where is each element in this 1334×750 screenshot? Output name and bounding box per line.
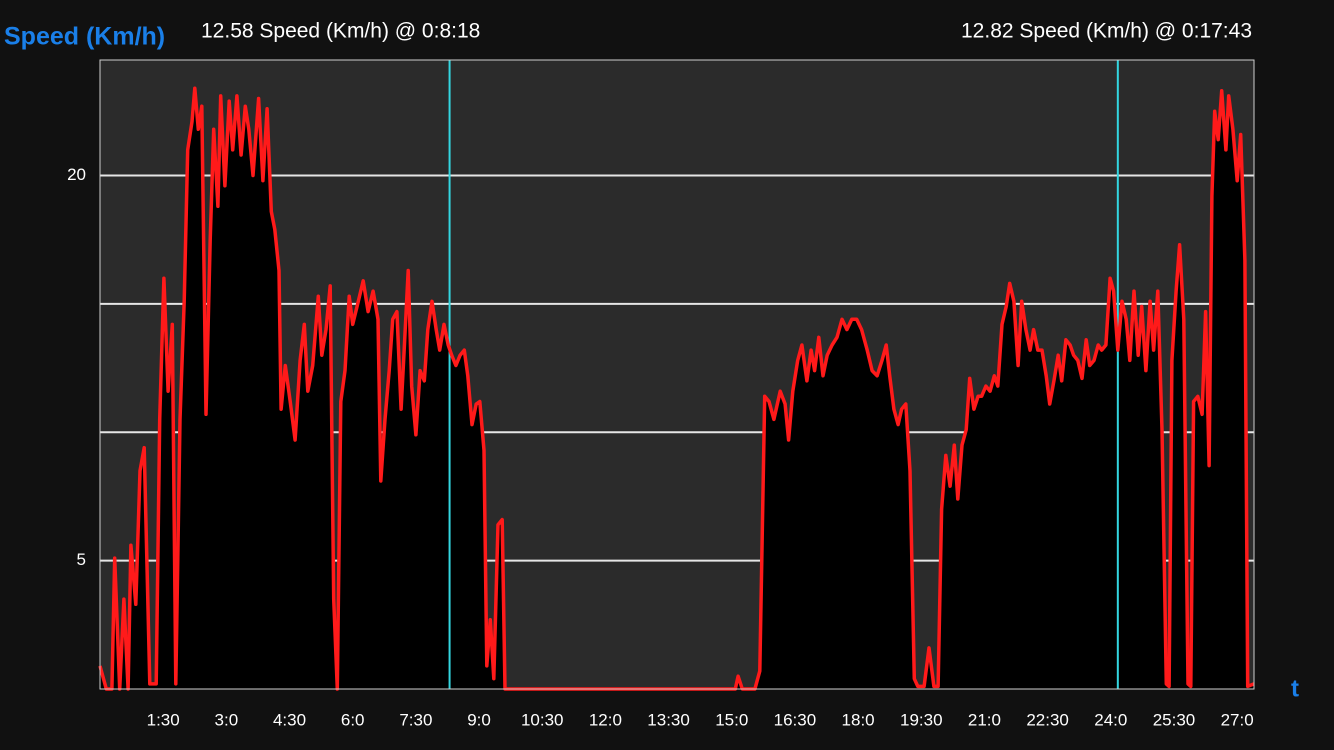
x-axis-label: t — [1291, 675, 1299, 702]
x-tick-label: 21:0 — [968, 710, 1001, 729]
speed-line — [98, 86, 1255, 691]
cursor-readout: 12.82 Speed (Km/h) @ 0:17:43 — [961, 20, 1252, 43]
y-axis-label: Speed (Km/h) — [4, 23, 165, 51]
y-tick-label: 5 — [77, 550, 86, 569]
plot-border — [99, 59, 1255, 690]
cursor-readout: 12.58 Speed (Km/h) @ 0:8:18 — [201, 20, 480, 43]
x-tick-label: 10:30 — [521, 710, 564, 729]
x-tick-label: 18:0 — [842, 710, 875, 729]
x-tick-label: 7:30 — [399, 710, 432, 729]
area-fill — [100, 88, 1254, 689]
x-tick-label: 25:30 — [1153, 710, 1196, 729]
x-tick-label: 13:30 — [647, 710, 690, 729]
x-tick-label: 15:0 — [715, 710, 748, 729]
x-tick-label: 22:30 — [1026, 710, 1069, 729]
y-tick-label: 20 — [67, 165, 86, 184]
x-tick-label: 19:30 — [900, 710, 943, 729]
x-tick-label: 24:0 — [1094, 710, 1127, 729]
x-tick-label: 9:0 — [467, 710, 491, 729]
x-tick-label: 6:0 — [341, 710, 365, 729]
x-tick-label: 12:0 — [589, 710, 622, 729]
x-tick-label: 1:30 — [147, 710, 180, 729]
x-tick-label: 27:0 — [1221, 710, 1254, 729]
x-tick-label: 3:0 — [215, 710, 239, 729]
x-tick-label: 16:30 — [774, 710, 817, 729]
x-tick-label: 4:30 — [273, 710, 306, 729]
